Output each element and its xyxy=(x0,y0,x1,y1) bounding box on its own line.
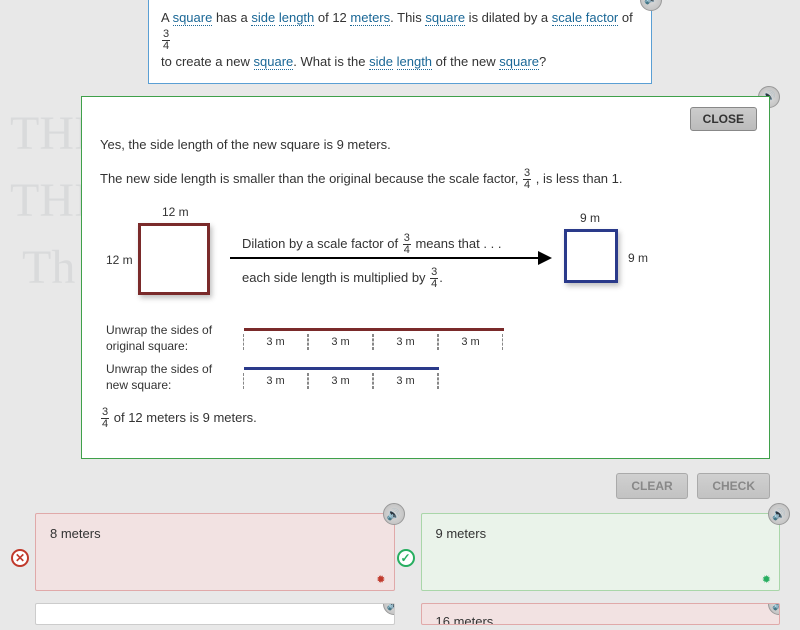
arrow-line xyxy=(230,257,540,259)
ruler-segment: 3 m xyxy=(243,334,308,350)
ruler-bar-red xyxy=(244,328,504,331)
answer-text: 8 meters xyxy=(50,526,101,541)
fraction: 34 xyxy=(523,168,531,191)
link-side[interactable]: side xyxy=(369,54,393,70)
explanation-box: CLOSE Yes, the side length of the new sq… xyxy=(81,96,770,460)
ruler-segment: 3 m xyxy=(373,334,438,350)
explanation-line2: The new side length is smaller than the … xyxy=(100,168,751,191)
link-length[interactable]: length xyxy=(279,10,314,26)
explanation-line1: Yes, the side length of the new square i… xyxy=(100,135,751,155)
speaker-icon[interactable]: 🔊 xyxy=(383,503,405,525)
answer-option-correct[interactable]: 🔊 9 meters ✹ xyxy=(421,513,781,591)
link-length[interactable]: length xyxy=(397,54,432,70)
answer-option[interactable]: 🔊 16 meters xyxy=(421,603,781,625)
fraction: 34 xyxy=(430,267,438,290)
ruler-segment: 3 m xyxy=(308,373,373,389)
link-meters[interactable]: meters xyxy=(350,10,390,26)
unwrap-label: Unwrap the sides of new square: xyxy=(106,362,226,393)
speaker-icon[interactable]: 🔊 xyxy=(640,0,662,11)
ruler-segment-empty xyxy=(438,373,503,389)
new-square xyxy=(564,229,618,283)
link-side[interactable]: side xyxy=(251,10,275,26)
check-button[interactable]: CHECK xyxy=(697,473,770,499)
close-button[interactable]: CLOSE xyxy=(690,107,757,131)
explanation-final: 34 of 12 meters is 9 meters. xyxy=(100,407,751,430)
arrow-text-top: Dilation by a scale factor of 34 means t… xyxy=(242,233,501,256)
answer-text: 9 meters xyxy=(436,526,487,541)
link-square[interactable]: square xyxy=(173,10,213,26)
answer-option-wrong[interactable]: 🔊 8 meters ✹ xyxy=(35,513,395,591)
ruler-segment: 3 m xyxy=(308,334,373,350)
speaker-icon[interactable]: 🔊 xyxy=(383,603,395,615)
ruler-segment: 3 m xyxy=(243,373,308,389)
unwrap-label: Unwrap the sides of original square: xyxy=(106,323,226,354)
ruler-segment: 3 m xyxy=(373,373,438,389)
label-12m-top: 12 m xyxy=(162,205,189,219)
label-12m-left: 12 m xyxy=(106,253,133,267)
arrow-head-icon xyxy=(538,251,552,265)
hint-icon[interactable]: ✹ xyxy=(376,573,385,586)
ruler-segment: 3 m xyxy=(438,334,503,350)
question-text: A square has a side length of 12 meters.… xyxy=(161,10,633,69)
speaker-icon[interactable]: 🔊 xyxy=(768,603,780,615)
arrow-text-bottom: each side length is multiplied by 34. xyxy=(242,267,443,290)
link-square[interactable]: square xyxy=(425,10,465,26)
clear-button[interactable]: CLEAR xyxy=(616,473,687,499)
hint-icon[interactable]: ✹ xyxy=(762,573,771,586)
link-square[interactable]: square xyxy=(254,54,294,70)
answer-text: 16 meters xyxy=(436,614,494,625)
fraction: 34 xyxy=(162,29,170,52)
action-buttons: CLEAR CHECK xyxy=(0,473,770,499)
label-9m-right: 9 m xyxy=(628,251,648,265)
wrong-mark-icon: ✕ xyxy=(11,549,29,567)
answer-option[interactable]: 🔊 xyxy=(35,603,395,625)
speaker-icon[interactable]: 🔊 xyxy=(768,503,790,525)
label-9m-top: 9 m xyxy=(580,211,600,225)
link-scale-factor[interactable]: scale factor xyxy=(552,10,618,26)
correct-mark-icon: ✓ xyxy=(397,549,415,567)
link-square[interactable]: square xyxy=(499,54,539,70)
question-box: 🔊 A square has a side length of 12 meter… xyxy=(148,0,652,84)
original-square xyxy=(138,223,210,295)
ruler-bar-blue xyxy=(244,367,439,370)
fraction: 34 xyxy=(403,233,411,256)
dilation-diagram: 12 m 12 m Dilation by a scale factor of … xyxy=(110,205,751,315)
fraction: 34 xyxy=(101,407,109,430)
unwrap-row-new: Unwrap the sides of new square: 3 m 3 m … xyxy=(106,362,751,393)
unwrap-row-original: Unwrap the sides of original square: 3 m… xyxy=(106,323,751,354)
